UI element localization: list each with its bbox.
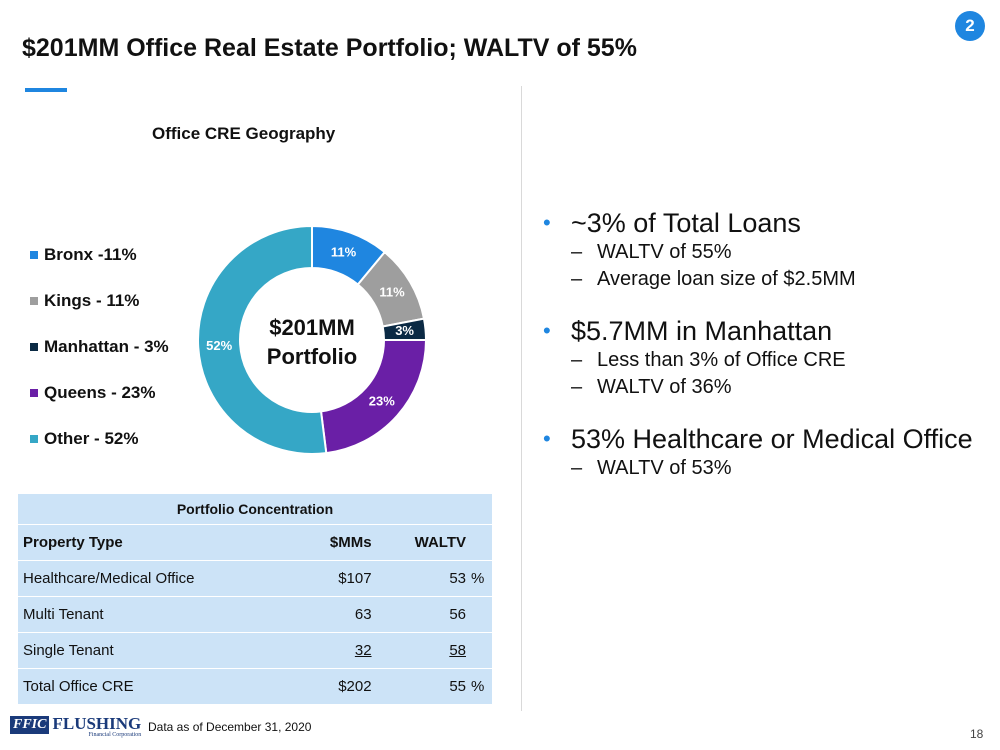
table-header-row: Property Type $MMs WALTV: [18, 524, 492, 561]
logo-mark: FFIC: [10, 716, 50, 734]
bullet-sub: – WALTV of 36%: [543, 374, 983, 401]
table-caption: Portfolio Concentration: [176, 501, 334, 517]
section-badge: 2: [955, 11, 985, 41]
dash-icon: –: [571, 241, 583, 263]
cell-type: Multi Tenant: [18, 596, 298, 633]
header-property-type: Property Type: [18, 524, 298, 561]
legend-item-bronx: Bronx -11%: [30, 232, 169, 278]
header-waltv: WALTV: [376, 524, 471, 561]
cell-pct: [471, 632, 492, 669]
table-row: Single Tenant 32 58: [18, 632, 492, 669]
dash-icon: –: [571, 349, 583, 371]
legend-item-kings: Kings - 11%: [30, 278, 169, 324]
legend-item-other: Other - 52%: [30, 416, 169, 462]
bullet-dot-icon: •: [543, 318, 551, 343]
bullet-main: • $5.7MM in Manhattan: [543, 315, 983, 347]
bullet-sub: – Less than 3% of Office CRE: [543, 347, 983, 374]
slice-label-manhattan: 3%: [395, 323, 414, 338]
cell-mms: 63: [297, 596, 377, 633]
donut-chart: 11% 11% 3% 23% 52% $201MM Portfolio: [197, 224, 428, 455]
legend-item-manhattan: Manhattan - 3%: [30, 324, 169, 370]
cell-mms: 32: [354, 642, 372, 659]
bullet-dot-icon: •: [543, 426, 551, 451]
bullet-sub-text: WALTV of 55%: [597, 241, 732, 263]
center-label-amount: $201MM: [269, 315, 355, 340]
bullet-sub: – WALTV of 55%: [543, 239, 983, 266]
slice-label-other: 52%: [206, 338, 232, 353]
title-accent-bar: [25, 88, 67, 92]
chart-title: Office CRE Geography: [152, 124, 336, 143]
chart-legend: Bronx -11% Kings - 11% Manhattan - 3% Qu…: [30, 232, 169, 462]
center-label-caption: Portfolio: [267, 344, 357, 369]
bullet-main: • 53% Healthcare or Medical Office: [543, 423, 983, 455]
table-row: Healthcare/Medical Office $107 53 %: [18, 560, 492, 597]
logo-name: FLUSHING: [52, 714, 142, 733]
slice-label-bronx: 11%: [331, 244, 357, 259]
company-logo: FFIC FLUSHING Financial Corporation: [10, 714, 142, 738]
dash-icon: –: [571, 457, 583, 479]
cell-waltv: 55: [376, 668, 471, 704]
cell-mms: $107: [297, 560, 377, 597]
cell-waltv: 58: [449, 642, 466, 659]
table-row: Total Office CRE $202 55 %: [18, 668, 492, 704]
legend-label: Manhattan - 3%: [44, 337, 169, 356]
legend-label: Kings - 11%: [44, 291, 140, 310]
bullet-sub-text: WALTV of 53%: [597, 457, 732, 479]
bullet-sub-text: Average loan size of $2.5MM: [597, 268, 856, 290]
footnote: Data as of December 31, 2020: [148, 720, 312, 734]
dash-icon: –: [571, 268, 583, 290]
cell-type: Healthcare/Medical Office: [18, 560, 298, 597]
slice-label-queens: 23%: [369, 394, 395, 409]
logo-subtitle: Financial Corporation: [88, 732, 142, 738]
key-points: • ~3% of Total Loans – WALTV of 55% – Avera…: [543, 207, 983, 482]
bullet-text: $5.7MM in Manhattan: [571, 316, 833, 346]
legend-swatch-bronx: [30, 251, 38, 259]
cell-type: Total Office CRE: [18, 668, 298, 704]
bullet-main: • ~3% of Total Loans: [543, 207, 983, 239]
slice-other: [197, 224, 328, 455]
dash-icon: –: [571, 376, 583, 398]
header-pct: [471, 524, 492, 561]
cell-pct: [471, 596, 492, 633]
bullet-sub-text: WALTV of 36%: [597, 376, 732, 398]
legend-label: Bronx -11%: [44, 245, 137, 264]
bullet-dot-icon: •: [543, 210, 551, 235]
bullet-sub-text: Less than 3% of Office CRE: [597, 349, 846, 371]
header-mms: $MMs: [297, 524, 377, 561]
cell-waltv: 53: [376, 560, 471, 597]
table-row: Multi Tenant 63 56: [18, 596, 492, 633]
legend-label: Queens - 23%: [44, 383, 156, 402]
cell-waltv: 56: [376, 596, 471, 633]
legend-swatch-kings: [30, 297, 38, 305]
cell-type: Single Tenant: [18, 632, 298, 669]
bullet-text: 53% Healthcare or Medical Office: [571, 424, 973, 454]
portfolio-concentration-table: Portfolio Concentration Property Type $M…: [18, 494, 492, 704]
cell-mms: $202: [297, 668, 377, 704]
page-number: 18: [970, 727, 984, 741]
bullet-sub: – Average loan size of $2.5MM: [543, 266, 983, 293]
vertical-divider: [521, 86, 522, 711]
bullet-sub: – WALTV of 53%: [543, 455, 983, 482]
slide-title: $201MM Office Real Estate Portfolio; WAL…: [22, 34, 637, 62]
cell-pct: %: [471, 560, 492, 597]
cell-pct: %: [471, 668, 492, 704]
legend-swatch-queens: [30, 389, 38, 397]
bullet-text: ~3% of Total Loans: [571, 208, 801, 238]
legend-swatch-other: [30, 435, 38, 443]
legend-item-queens: Queens - 23%: [30, 370, 169, 416]
legend-label: Other - 52%: [44, 429, 139, 448]
legend-swatch-manhattan: [30, 343, 38, 351]
slice-label-kings: 11%: [379, 285, 405, 300]
